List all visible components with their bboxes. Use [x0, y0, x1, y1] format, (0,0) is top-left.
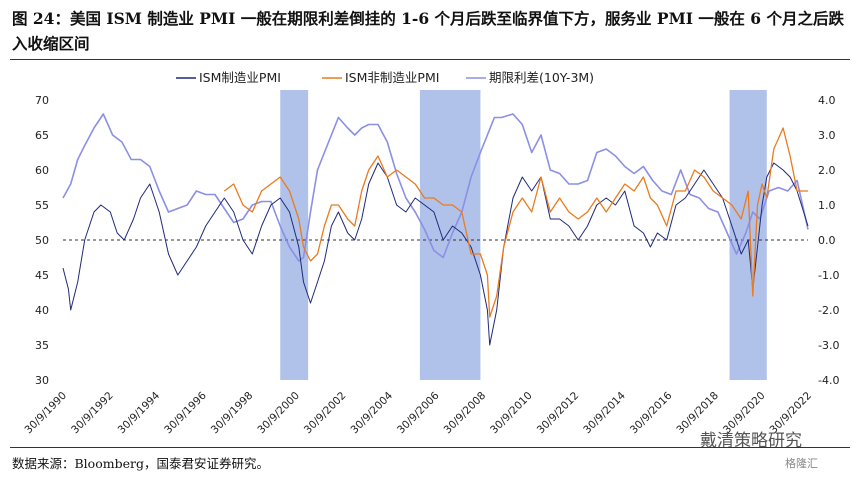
shaded-period-2	[419, 90, 481, 380]
figure-source: 数据来源：Bloomberg，国泰君安证券研究。	[12, 456, 269, 471]
left-tick-label: 45	[35, 269, 49, 282]
left-tick-label: 65	[35, 129, 49, 142]
right-tick-label: -2.0	[818, 304, 839, 317]
source-rule	[10, 447, 850, 448]
right-tick-label: 0.0	[818, 234, 836, 247]
x-tick-label: 30/9/2008	[442, 390, 489, 437]
x-tick-label: 30/9/1990	[23, 390, 70, 437]
right-tick-label: 3.0	[818, 129, 836, 142]
left-tick-label: 60	[35, 164, 49, 177]
left-tick-label: 55	[35, 199, 49, 212]
x-tick-label: 30/9/2002	[302, 390, 349, 437]
shaded-period-3	[729, 90, 767, 380]
left-tick-label: 50	[35, 234, 49, 247]
title-rule	[10, 59, 850, 60]
right-tick-label: -4.0	[818, 374, 839, 387]
series-line-2	[223, 127, 808, 318]
x-tick-label: 30/9/2000	[255, 390, 302, 437]
x-tick-label: 30/9/2004	[349, 389, 396, 436]
x-tick-label: 30/9/2006	[395, 389, 442, 436]
x-tick-label: 30/9/1994	[116, 389, 163, 436]
right-tick-label: -3.0	[818, 339, 839, 352]
left-tick-label: 30	[35, 374, 49, 387]
right-tick-label: -1.0	[818, 269, 839, 282]
x-tick-label: 30/9/2012	[535, 390, 582, 437]
x-tick-label: 30/9/1996	[162, 389, 209, 436]
right-tick-label: 1.0	[818, 199, 836, 212]
x-tick-label: 30/9/2010	[488, 390, 535, 437]
watermark-secondary: 格隆汇	[785, 457, 818, 470]
watermark: 戴清策略研究	[700, 431, 802, 451]
series-line-1	[62, 162, 809, 346]
x-tick-label: 30/9/1992	[69, 390, 116, 437]
pmi-spread-chart: 30 35 40 45 50 55 60 65 70 -4.0 -3.0 -2.0 -1.0 0.0 1.…	[23, 70, 840, 437]
right-tick-label: 2.0	[818, 164, 836, 177]
figure-title: 图 24：美国 ISM 制造业 PMI 一般在期限利差倒挂的 1-6 个月后跌至…	[12, 9, 844, 53]
left-tick-label: 70	[35, 94, 49, 107]
x-tick-label: 30/9/2014	[581, 389, 628, 436]
left-tick-label: 40	[35, 304, 49, 317]
legend-label-2: ISM非制造业PMI	[345, 70, 439, 85]
right-tick-label: 4.0	[818, 94, 836, 107]
series-line-3	[62, 113, 809, 262]
legend-label-1: ISM制造业PMI	[199, 70, 281, 85]
legend-label-3: 期限利差(10Y-3M)	[489, 70, 594, 85]
left-tick-label: 35	[35, 339, 49, 352]
x-tick-label: 30/9/2016	[628, 389, 675, 436]
x-tick-label: 30/9/1998	[209, 390, 256, 437]
